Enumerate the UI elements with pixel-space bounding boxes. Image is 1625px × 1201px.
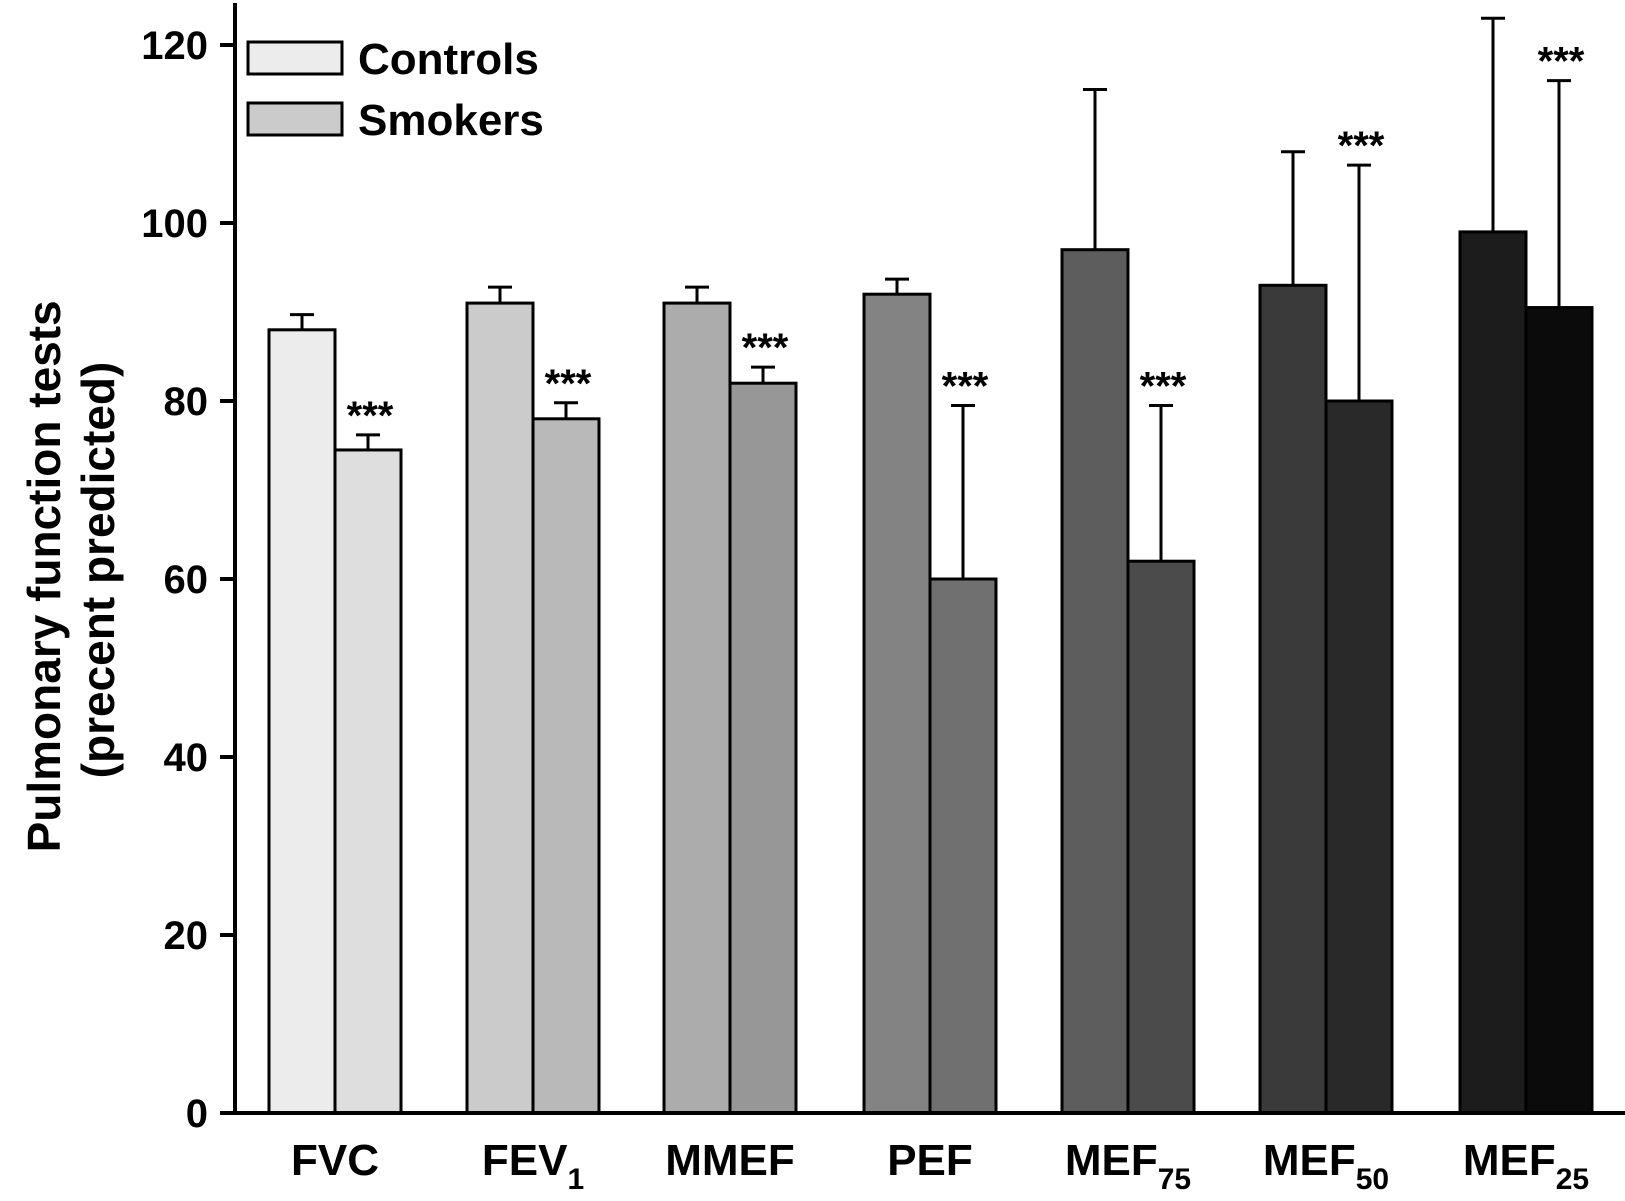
bar-smokers: [928, 577, 998, 1115]
y-axis-title-line1: Pulmonary function tests: [18, 300, 70, 852]
bar-smokers: [728, 381, 798, 1115]
legend: Controls Smokers: [246, 35, 544, 145]
x-tick-label-main: FEV: [482, 1136, 568, 1185]
y-tick-label: 20: [164, 914, 209, 958]
y-tick-label: 100: [141, 202, 208, 246]
significance-marker: ***: [347, 394, 394, 438]
y-tick-label: 120: [141, 24, 208, 68]
bar-smokers: [1324, 399, 1394, 1115]
x-tick-label-main: MMEF: [665, 1136, 795, 1185]
bar-controls: [662, 301, 732, 1115]
y-tick-label: 80: [164, 380, 209, 424]
legend-swatch-controls: [246, 40, 344, 76]
x-tick-label-main: PEF: [887, 1136, 973, 1185]
x-tick-label-subscript: 75: [1158, 1163, 1191, 1196]
x-tick-label: MEF75: [1065, 1136, 1191, 1196]
legend-swatch-smokers: [246, 101, 344, 137]
x-tick-label-main: MEF: [1463, 1136, 1556, 1185]
legend-label-controls: Controls: [358, 35, 539, 84]
significance-marker: ***: [1538, 40, 1585, 84]
y-tick-label: 0: [186, 1092, 208, 1136]
bar-controls: [1060, 248, 1130, 1115]
x-tick-label: MEF25: [1463, 1136, 1589, 1196]
significance-marker: ***: [942, 364, 989, 408]
bar-controls: [862, 292, 932, 1115]
legend-label-smokers: Smokers: [358, 96, 544, 145]
x-tick-label-main: MEF: [1065, 1136, 1158, 1185]
bar-smokers: [531, 417, 601, 1115]
x-tick-label-main: MEF: [1263, 1136, 1356, 1185]
error-bars-group: [290, 16, 1571, 579]
x-tick-label: PEF: [887, 1136, 973, 1185]
bar-smokers: [1524, 306, 1594, 1115]
y-axis-title-line2: (precent predicted): [72, 362, 124, 779]
significance-marker: ***: [1140, 364, 1187, 408]
x-tick-label-subscript: 50: [1356, 1163, 1389, 1196]
y-tick-label: 60: [164, 558, 209, 602]
significance-marker: ***: [545, 362, 592, 406]
y-axis-title: Pulmonary function tests (precent predic…: [18, 288, 124, 853]
bar-controls: [1258, 283, 1328, 1115]
bar-smokers: [333, 448, 403, 1115]
x-tick-label: FVC: [291, 1136, 379, 1185]
x-tick-label-subscript: 1: [567, 1163, 584, 1196]
x-axis-labels: FVC FEV1 MMEF PEF MEF75 MEF50 MEF25: [291, 1136, 1589, 1196]
bar-controls: [465, 301, 535, 1115]
y-axis: 0 20 40 60 80 100 120: [141, 24, 235, 1136]
y-tick-label: 40: [164, 736, 209, 780]
significance-marker: ***: [1338, 124, 1385, 168]
bars-group: [267, 230, 1594, 1115]
bar-controls: [1458, 230, 1528, 1115]
bar-smokers: [1126, 559, 1196, 1115]
bar-controls: [267, 328, 337, 1115]
x-tick-label: MMEF: [665, 1136, 795, 1185]
x-tick-label-main: FVC: [291, 1136, 379, 1185]
x-tick-label-subscript: 25: [1556, 1163, 1589, 1196]
significance-markers: *** *** *** *** *** *** ***: [347, 40, 1585, 438]
axes-lines: [233, 3, 1625, 1115]
significance-marker: ***: [742, 326, 789, 370]
x-tick-label: MEF50: [1263, 1136, 1389, 1196]
x-tick-label: FEV1: [482, 1136, 584, 1196]
